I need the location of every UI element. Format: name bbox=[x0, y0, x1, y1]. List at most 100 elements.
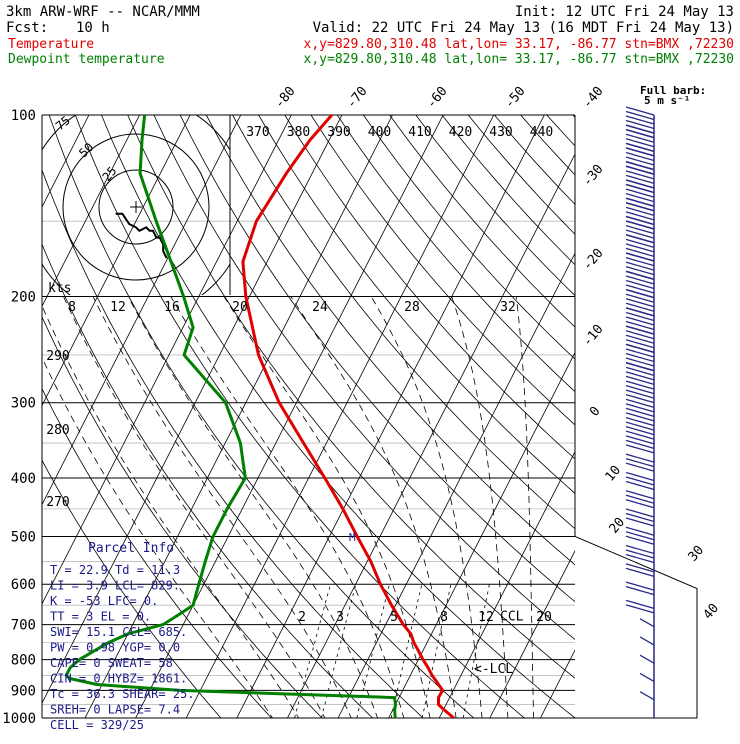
barb-flag bbox=[640, 655, 654, 663]
barb-flag bbox=[626, 404, 654, 412]
barb-flag bbox=[626, 363, 654, 371]
barb-flag bbox=[626, 527, 654, 535]
theta-label: 380 bbox=[287, 125, 310, 140]
wind-barb bbox=[626, 472, 654, 489]
hodo-speed-label: 24 bbox=[312, 300, 328, 315]
isotherm-label: -40 bbox=[580, 84, 607, 112]
barb-flag bbox=[626, 303, 654, 311]
isotherm-label: -50 bbox=[502, 84, 529, 112]
barb-flag bbox=[626, 212, 654, 220]
barb-flag bbox=[626, 509, 654, 517]
hodo-speed-label: 20 bbox=[232, 300, 248, 315]
wind-barb bbox=[626, 198, 654, 229]
barb-flag bbox=[626, 340, 654, 348]
barb-flag bbox=[626, 413, 654, 421]
barb-flag bbox=[640, 673, 654, 681]
isotherm-label: 40 bbox=[701, 601, 723, 623]
parcel-info-row: T = 22.9 Td = 11.3 bbox=[50, 563, 180, 577]
barb-flag bbox=[626, 317, 654, 325]
barb-flag bbox=[626, 235, 654, 243]
hodo-speed-label: 12 bbox=[110, 300, 126, 315]
annotation-lcl: <-LCL bbox=[474, 662, 513, 677]
mixing-ratio-label: 12 bbox=[478, 610, 494, 625]
parcel-info-rows: T = 22.9 Td = 11.3LI = 3.9 LCL= 829.K = … bbox=[50, 563, 195, 732]
barb-flag bbox=[626, 253, 654, 261]
dew-legend-location: x,y=829.80,310.48 lat,lon= 33.17, -86.77… bbox=[304, 52, 734, 67]
barb-flag bbox=[626, 550, 654, 558]
isotherm bbox=[237, 115, 545, 718]
parcel-info-title: Parcel Info bbox=[88, 541, 174, 556]
dry-adiabat bbox=[337, 115, 740, 731]
barb-flag bbox=[626, 459, 654, 467]
barb-flag bbox=[626, 491, 654, 499]
barb-flag bbox=[626, 587, 654, 595]
annotation-ccl: CCL bbox=[500, 610, 524, 625]
parcel-info-row: CELL = 329/25 bbox=[50, 718, 144, 732]
barb-flag bbox=[626, 180, 654, 188]
moist-adiabat bbox=[291, 297, 458, 731]
wind-barb bbox=[640, 673, 654, 681]
theta-label-left: 270 bbox=[46, 495, 69, 510]
barb-flag bbox=[626, 481, 654, 489]
pressure-label-1000: 1000 bbox=[2, 711, 36, 727]
theta-label: 410 bbox=[408, 125, 431, 140]
barb-flag bbox=[626, 285, 654, 293]
barb-flag bbox=[626, 367, 654, 375]
pressure-label-400: 400 bbox=[11, 471, 36, 487]
barb-flag bbox=[626, 472, 654, 480]
wind-barb bbox=[626, 144, 654, 175]
wind-barb bbox=[626, 381, 654, 403]
barb-flag bbox=[626, 605, 654, 613]
barb-flag bbox=[626, 354, 654, 362]
barb-flag bbox=[626, 372, 654, 380]
pressure-label-900: 900 bbox=[11, 683, 36, 699]
barb-flag bbox=[626, 221, 654, 229]
theta-label-left: 290 bbox=[46, 349, 69, 364]
barb-flag bbox=[626, 381, 654, 389]
wind-barb bbox=[640, 637, 654, 645]
dry-adiabat bbox=[416, 115, 740, 731]
barb-flag bbox=[626, 582, 654, 590]
parcel-info-row: CAPE= 0 SWEAT= 58 bbox=[50, 656, 173, 670]
parcel-info-box: Parcel Info T = 22.9 Td = 11.3LI = 3.9 L… bbox=[50, 541, 195, 732]
parcel-info-row: SREH= 0 LAPSE= 7.4 bbox=[50, 703, 180, 717]
theta-label-left: 280 bbox=[46, 423, 69, 438]
barb-flag bbox=[626, 134, 654, 142]
isotherm-label: -60 bbox=[424, 84, 451, 112]
barb-flag bbox=[626, 454, 654, 462]
mixing-ratio-label: 8 bbox=[440, 610, 448, 625]
isotherm-label: -30 bbox=[580, 162, 607, 190]
wind-barb bbox=[626, 107, 654, 138]
barb-flag bbox=[640, 619, 654, 627]
barb-flag bbox=[626, 536, 654, 544]
barb-flag bbox=[626, 390, 654, 398]
isotherm bbox=[490, 115, 740, 718]
mixing-ratio-label: 3 bbox=[336, 610, 344, 625]
barb-flag bbox=[626, 166, 654, 174]
dry-adiabat bbox=[128, 115, 643, 731]
barb-flag bbox=[626, 139, 654, 147]
wind-barb bbox=[640, 655, 654, 663]
wind-barb bbox=[626, 600, 654, 613]
dry-adiabat bbox=[442, 115, 740, 731]
dry-adiabat bbox=[468, 115, 740, 731]
barb-flag bbox=[626, 148, 654, 156]
mixing-ratio-line bbox=[463, 584, 489, 718]
barb-flag bbox=[626, 203, 654, 211]
parcel-info-row: TT = 3 EL = 0. bbox=[50, 610, 151, 624]
barb-flag bbox=[626, 194, 654, 202]
hodo-speed-label: 16 bbox=[164, 300, 180, 315]
barb-flag bbox=[626, 153, 654, 161]
barb-flag bbox=[626, 157, 654, 165]
barb-flag bbox=[626, 376, 654, 384]
parcel-info-row: PW = 0.98 YGP= 0.0 bbox=[50, 641, 180, 655]
barb-flag bbox=[626, 477, 654, 485]
dry-adiabat bbox=[390, 115, 740, 731]
hodograph-ring-label: 75 bbox=[53, 113, 73, 133]
isotherm-label: -10 bbox=[580, 322, 607, 350]
mixing-ratio-label: 5 bbox=[390, 610, 398, 625]
isotherm-label: 30 bbox=[686, 543, 708, 565]
isotherm-label: -20 bbox=[580, 246, 607, 274]
